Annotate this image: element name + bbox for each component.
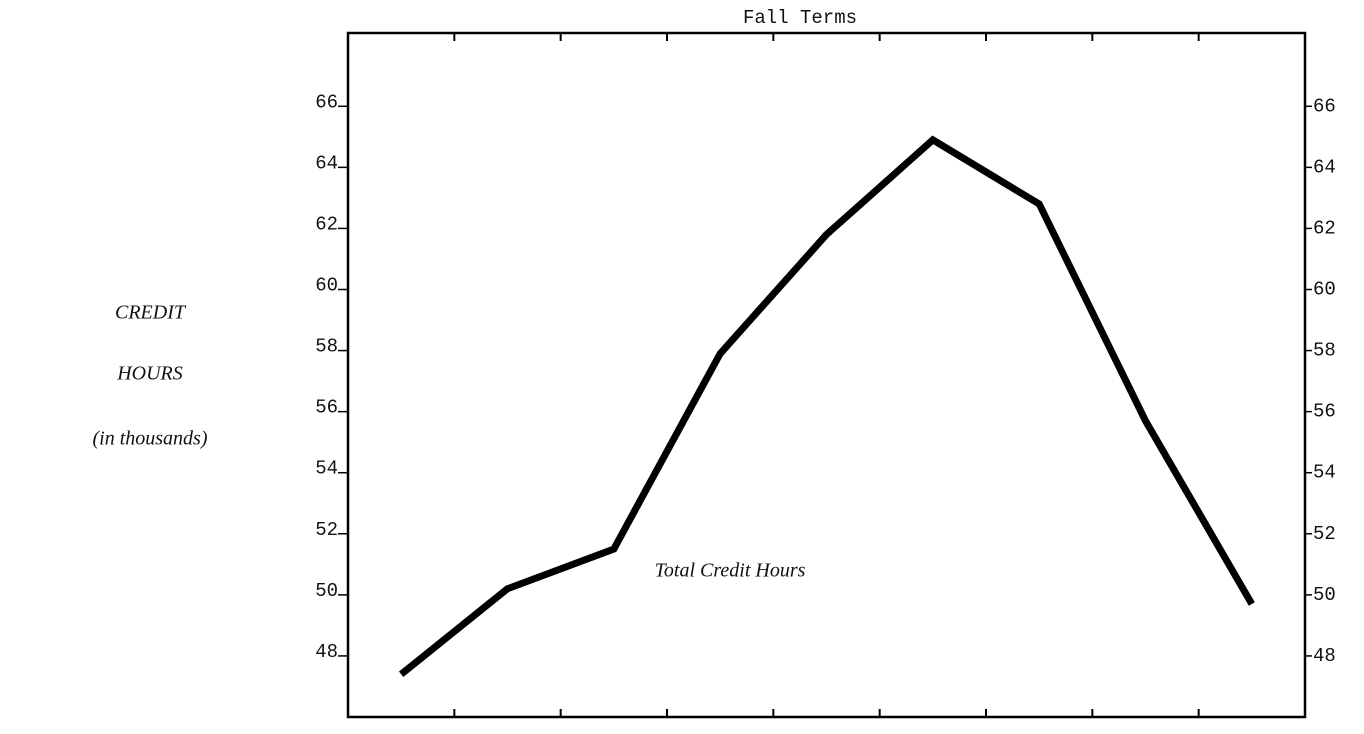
y2-tick-label: 66 xyxy=(1313,95,1336,117)
y-tick-label: 58 xyxy=(315,336,338,358)
y2-tick-label: 48 xyxy=(1313,645,1336,667)
y-axis-label: HOURS xyxy=(116,363,183,385)
y-tick-label: 52 xyxy=(315,519,338,541)
y2-tick-label: 50 xyxy=(1313,584,1336,606)
y2-tick-label: 52 xyxy=(1313,523,1336,545)
y-tick-label: 48 xyxy=(315,641,338,663)
y-tick-label: 66 xyxy=(315,91,338,113)
y-axis-label: (in thousands) xyxy=(93,428,208,450)
y-tick-label: 50 xyxy=(315,580,338,602)
y-tick-label: 56 xyxy=(315,397,338,419)
y2-tick-label: 54 xyxy=(1313,462,1336,484)
line-series xyxy=(398,135,1255,677)
plot-frame xyxy=(346,31,1307,719)
y2-tick-label: 56 xyxy=(1313,401,1336,423)
y-tick-label: 60 xyxy=(315,275,338,297)
y-tick-label: 62 xyxy=(315,213,338,235)
y2-tick-label: 58 xyxy=(1313,340,1336,362)
annotation: Total Credit Hours xyxy=(655,560,806,582)
chart-title: Fall Terms xyxy=(743,7,857,29)
y-tick-label: 54 xyxy=(315,458,338,480)
y2-tick-label: 62 xyxy=(1313,217,1336,239)
y2-tick-label: 60 xyxy=(1313,279,1336,301)
y-axis-label: CREDIT xyxy=(115,302,187,324)
y-tick-label: 64 xyxy=(315,152,338,174)
y2-tick-label: 64 xyxy=(1313,156,1336,178)
